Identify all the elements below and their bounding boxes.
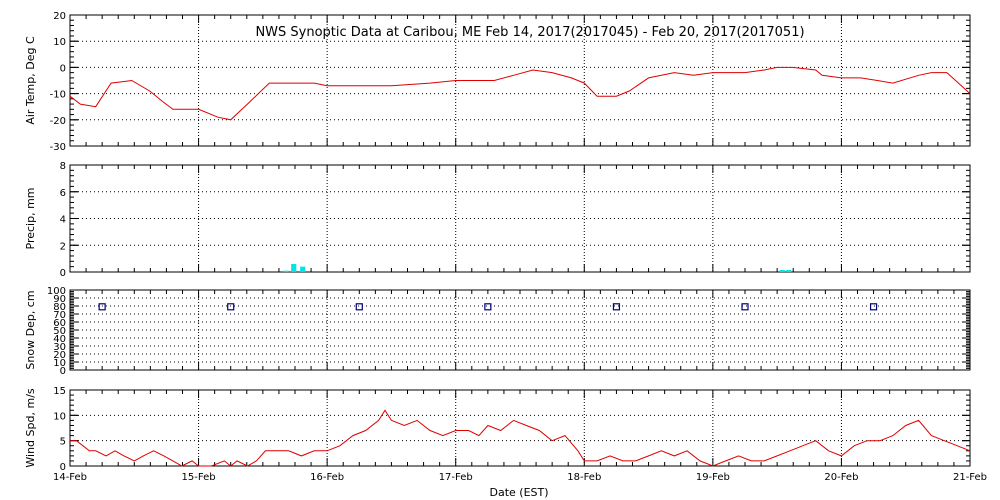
- y-tick-label: 60: [53, 318, 66, 329]
- x-tick-label: 20-Feb: [824, 472, 858, 483]
- x-tick-label: 21-Feb: [953, 472, 987, 483]
- y-tick-label: -20: [50, 116, 66, 127]
- x-tick-label: 14-Feb: [53, 472, 87, 483]
- panel-frame: [69, 289, 971, 371]
- chart-title: NWS Synoptic Data at Caribou, ME Feb 14,…: [255, 25, 804, 40]
- precip-bar: [779, 269, 785, 272]
- y-tick-label: 8: [60, 161, 66, 172]
- precip-bar: [786, 269, 792, 272]
- y-tick-label: 90: [53, 294, 66, 305]
- y-tick-label: 0: [60, 63, 66, 74]
- x-tick-label: 15-Feb: [182, 472, 216, 483]
- snow-depth-marker: [484, 303, 492, 311]
- y-tick-label: 2: [60, 241, 66, 252]
- x-tick-label: 19-Feb: [696, 472, 730, 483]
- y-tick-label: 4: [60, 215, 66, 226]
- y-tick-label: 30: [53, 342, 66, 353]
- y-tick-label: 80: [53, 302, 66, 313]
- y-axis-label: Snow Dep, cm: [24, 290, 37, 369]
- x-axis-label: Date (EST): [489, 486, 548, 499]
- y-tick-label: 15: [53, 386, 66, 397]
- y-tick-label: -30: [50, 142, 66, 153]
- snow-depth-marker: [869, 303, 878, 311]
- y-tick-label: 40: [53, 334, 66, 345]
- y-axis-label: Air Temp, Deg C: [24, 36, 37, 125]
- y-axis-label: Precip, mm: [24, 188, 37, 250]
- y-axis-label: Wind Spd, m/s: [24, 388, 37, 468]
- y-tick-label: 10: [53, 37, 66, 48]
- panel-4: 0 5 10 15 Wind Spd, m/s 14-Feb 15-Feb 16-Feb 17-…: [24, 386, 987, 483]
- y-tick-label: 10: [53, 358, 66, 369]
- y-tick-label: 0: [60, 462, 66, 473]
- y-tick-label: 0: [60, 366, 66, 377]
- snow-depth-marker: [612, 303, 621, 311]
- x-tick-label: 18-Feb: [567, 472, 601, 483]
- panel-1: -30 -20 -10 0 10 20 Air Temp, Deg C: [24, 11, 971, 153]
- y-tick-label: 100: [47, 286, 66, 297]
- y-tick-label: 0: [60, 268, 66, 279]
- snow-depth-marker: [741, 303, 749, 311]
- y-tick-label: 20: [53, 11, 66, 22]
- series-line: [70, 409, 971, 467]
- y-tick-label: 5: [60, 437, 66, 448]
- precip-bar: [283, 270, 289, 272]
- panel-frame: [69, 389, 971, 467]
- y-tick-label: 10: [53, 411, 66, 422]
- panel-frame: [69, 14, 971, 147]
- y-tick-label: 50: [53, 326, 66, 337]
- x-tick-label: 17-Feb: [439, 472, 473, 483]
- y-tick-label: 70: [53, 310, 66, 321]
- y-tick-label: 20: [53, 350, 66, 361]
- snow-depth-marker: [227, 303, 235, 311]
- x-tick-label: 16-Feb: [310, 472, 344, 483]
- panel-2: 0 2 4 6 8 Precip, mm: [24, 161, 971, 279]
- precip-bar: [300, 266, 306, 272]
- y-tick-label: 6: [60, 188, 66, 199]
- snow-depth-marker: [355, 303, 363, 311]
- precip-bar: [291, 263, 297, 272]
- y-tick-label: -10: [50, 90, 66, 101]
- panel-frame: [69, 164, 971, 273]
- series-line: [69, 66, 971, 121]
- snow-depth-marker: [98, 303, 106, 311]
